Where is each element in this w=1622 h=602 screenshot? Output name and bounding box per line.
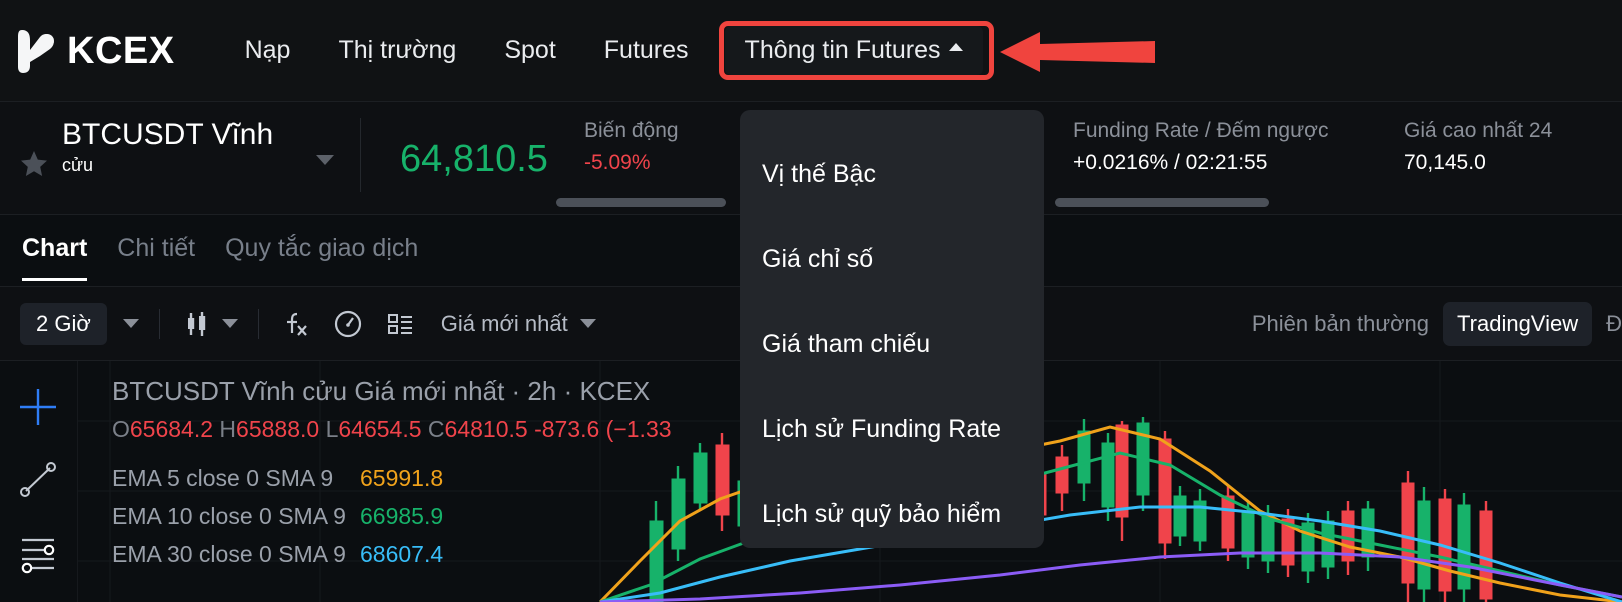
stat-bien-dong-label: Biến động [584, 119, 679, 142]
tab-chi-tiet[interactable]: Chi tiết [117, 234, 196, 262]
ohlc-high-key: H [219, 416, 237, 442]
menu-item-vi-the-bac[interactable]: Vị thế Bậc [762, 160, 876, 188]
ohlc-change-pct: (−1.33 [605, 416, 672, 442]
fx-indicator-icon[interactable] [281, 309, 311, 339]
stat-funding-rate-value: +0.0216% / 02:21:55 [1073, 151, 1268, 174]
kcex-k-logo-icon [18, 29, 54, 73]
nav-item-thong-tin-futures[interactable]: Thông tin Futures [724, 26, 984, 75]
stat-gia-cao-nhat-label: Giá cao nhất 24 [1404, 119, 1553, 142]
ohlc-low-key: L [325, 416, 339, 442]
menu-item-gia-tham-chieu[interactable]: Giá tham chiếu [762, 330, 931, 358]
fib-settings-lines-icon[interactable] [14, 527, 62, 575]
chart-legend-title: BTCUSDT Vĩnh cửu Giá mới nhất · 2h · KCE… [112, 376, 651, 406]
stat-gia-cao-nhat-value: 70,145.0 [1404, 151, 1486, 174]
nav-item-thong-tin-futures-label: Thông tin Futures [744, 36, 941, 64]
caret-up-icon [949, 43, 964, 51]
nav-items: Nạp Thị trường Spot Futures Thông tin Fu… [221, 26, 984, 75]
menu-item-lich-su-quy-bao-hiem[interactable]: Lịch sử quỹ bảo hiểm [762, 500, 1002, 528]
layout-grid-icon[interactable] [385, 309, 415, 339]
tab-quy-tac-giao-dich[interactable]: Quy tắc giao dịch [225, 234, 419, 262]
ohlc-open-value: 65684.2 [129, 416, 214, 442]
caret-down-icon-pricesource[interactable] [579, 319, 596, 328]
ohlc-open-key: O [112, 416, 130, 442]
indicator-ema30-name: EMA 30 close 0 SMA 9 [112, 541, 346, 567]
symbol-name-line1: BTCUSDT Vĩnh [62, 118, 274, 151]
stat-funding-rate: Funding Rate / Đếm ngược +0.0216% / 02:2… [1073, 118, 1328, 177]
indicator-ema5-value: 65991.8 [360, 465, 444, 491]
caret-down-icon-charttype[interactable] [221, 319, 238, 328]
stat-funding-rate-label: Funding Rate / Đếm ngược [1073, 119, 1329, 142]
ticker-scrollbar-thumb-left[interactable] [556, 198, 726, 207]
ohlc-change: -873.6 [534, 416, 600, 442]
ticker-scrollbar-thumb-right[interactable] [1055, 198, 1269, 207]
indicator-ema30-value: 68607.4 [360, 541, 444, 567]
stat-gia-cao-nhat: Giá cao nhất 24 70,145.0 [1404, 118, 1552, 177]
nav-item-spot[interactable]: Spot [504, 36, 556, 64]
star-icon[interactable] [20, 150, 48, 178]
top-navigation-bar: KCEX Nạp Thị trường Spot Futures Thông t… [0, 0, 1622, 101]
toolbar-divider-1 [158, 308, 160, 339]
chart-legend: BTCUSDT Vĩnh cửu Giá mới nhất · 2h · KCE… [112, 374, 672, 573]
symbol-name-block[interactable]: BTCUSDT Vĩnh cửu [62, 118, 312, 176]
nav-item-thi-truong[interactable]: Thị trường [338, 36, 457, 64]
ohlc-close-value: 64810.5 [444, 416, 528, 442]
symbol-name-line2: cửu [62, 155, 94, 175]
indicator-ema10-name: EMA 10 close 0 SMA 9 [112, 503, 346, 529]
ohlc-close-key: C [427, 416, 445, 442]
brand-logo[interactable]: KCEX [18, 28, 175, 74]
chart-ohlc-row: O65684.2 H65888.0 L64654.5 C64810.5 -873… [112, 413, 672, 445]
candlestick-icon[interactable] [182, 309, 212, 339]
last-price: 64,810.5 [400, 138, 548, 180]
futures-info-dropdown-menu: Vị thế Bậc Giá chỉ số Giá tham chiếu Lịc… [740, 110, 1044, 548]
crosshair-icon[interactable] [14, 383, 62, 431]
indicator-row-ema30: EMA 30 close 0 SMA 9 68607.4 [112, 535, 672, 573]
view-option-phien-ban-thuong[interactable]: Phiên bản thường [1251, 310, 1430, 336]
indicator-ema5-name: EMA 5 close 0 SMA 9 [112, 465, 334, 491]
chevron-down-icon[interactable] [316, 155, 334, 165]
tab-chart[interactable]: Chart [22, 234, 88, 281]
view-mode-switcher: Phiên bản thường TradingView Đ [1251, 301, 1622, 346]
menu-item-lich-su-funding-rate[interactable]: Lịch sử Funding Rate [762, 415, 1002, 443]
red-arrow-left-icon [1000, 32, 1155, 72]
view-option-cut-off[interactable]: Đ [1606, 310, 1622, 336]
ohlc-high-value: 65888.0 [236, 416, 320, 442]
price-source-label[interactable]: Giá mới nhất [440, 310, 568, 336]
ohlc-low-value: 64654.5 [338, 416, 422, 442]
candlestick-chart [0, 361, 1622, 602]
view-option-tradingview[interactable]: TradingView [1443, 301, 1593, 346]
toolbar-divider-2 [257, 308, 259, 339]
ticker-divider-1 [360, 118, 361, 192]
menu-item-gia-chi-so[interactable]: Giá chỉ số [762, 245, 874, 273]
trendline-icon[interactable] [14, 455, 62, 503]
caret-down-icon[interactable] [122, 319, 139, 328]
stat-bien-dong-value: -5.09% [584, 151, 651, 174]
indicator-row-ema10: EMA 10 close 0 SMA 9 66985.9 [112, 497, 672, 535]
drawing-tools-sidebar [0, 361, 78, 602]
indicator-row-ema5: EMA 5 close 0 SMA 9 65991.8 [112, 459, 672, 497]
gauge-icon[interactable] [333, 309, 363, 339]
nav-item-nap[interactable]: Nạp [244, 36, 291, 64]
indicator-ema10-value: 66985.9 [360, 503, 444, 529]
timeframe-button[interactable]: 2 Giờ [20, 302, 107, 345]
brand-name: KCEX [67, 29, 175, 72]
stat-bien-dong: Biến động -5.09% [584, 118, 679, 177]
nav-item-futures[interactable]: Futures [603, 36, 689, 64]
